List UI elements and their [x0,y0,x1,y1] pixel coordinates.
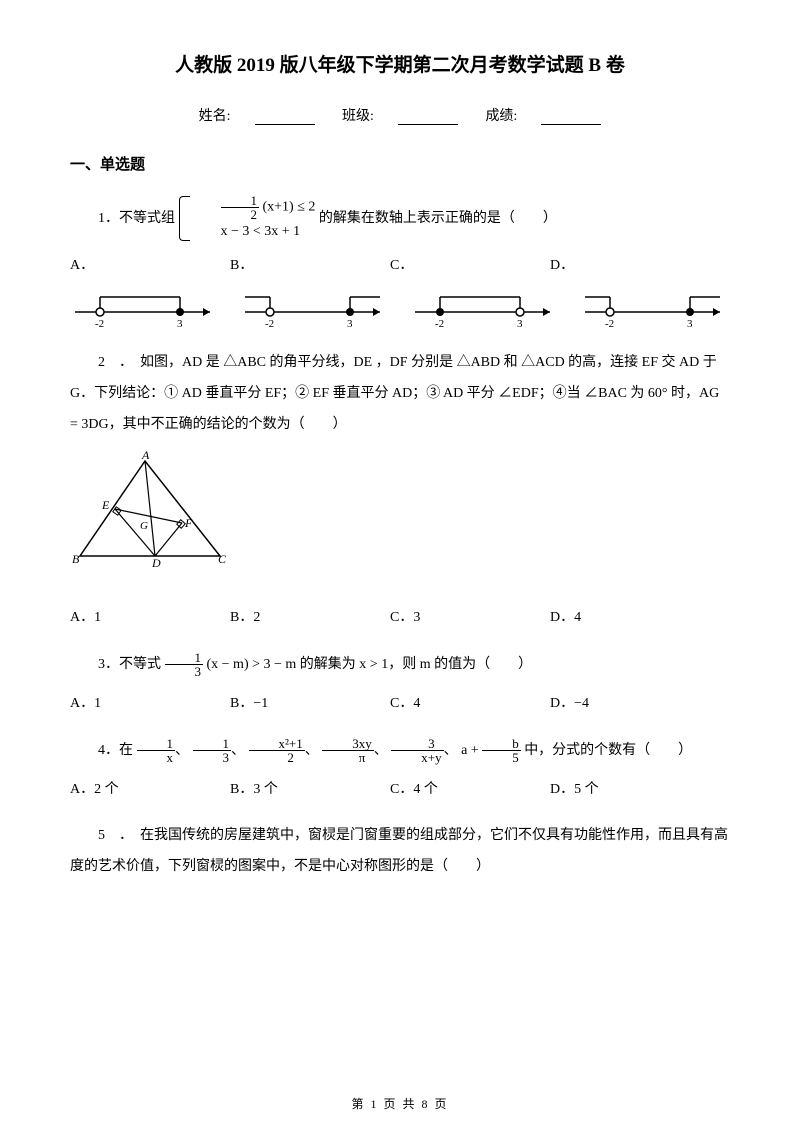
q2-triangle-diagram: A B C D E F G [70,451,230,571]
q3-options: A．1 B．−1 C．4 D．−4 [70,689,730,720]
class-label: 班级: [342,109,374,124]
name-label: 姓名: [199,109,231,124]
q3-opt-d: D．−4 [550,689,710,720]
number-line-b: -2 3 [240,292,390,332]
q1-frac-den: 2 [221,208,260,221]
svg-text:3: 3 [687,318,693,330]
svg-text:B: B [72,552,80,566]
q4-opt-a: A．2 个 [70,775,230,806]
tick-right: 3 [177,318,183,330]
q3-frac-num: 1 [165,651,204,665]
q4-suffix: 中，分式的个数有（ ） [524,743,692,758]
svg-text:A: A [141,451,150,462]
svg-text:-2: -2 [435,318,444,330]
question-5: 5 ． 在我国传统的房屋建筑中，窗棂是门窗重要的组成部分，它们不仅具有功能性作用… [70,821,730,883]
svg-text:E: E [101,498,110,512]
q3-opt-b: B．−1 [230,689,390,720]
q2-opt-b: B．2 [230,603,390,634]
q3-prefix: 3．不等式 [98,657,161,672]
svg-text:D: D [151,556,161,570]
q1-suffix: 的解集在数轴上表示正确的是（ ） [319,211,557,226]
score-blank [541,111,601,125]
q1-prefix: 1．不等式组 [98,211,175,226]
q2-opt-c: C．3 [390,603,550,634]
number-line-c: -2 3 [410,292,560,332]
svg-text:3: 3 [517,318,523,330]
q5-text: 5 ． 在我国传统的房屋建筑中，窗棂是门窗重要的组成部分，它们不仅具有功能性作用… [70,821,730,883]
svg-text:F: F [184,516,193,530]
q2-opt-d: D．4 [550,603,710,634]
tick-left: -2 [95,318,104,330]
score-label: 成绩: [485,109,517,124]
question-3: 3．不等式 13 (x − m) > 3 − m 的解集为 x > 1，则 m … [70,650,730,720]
page-footer: 第 1 页 共 8 页 [0,1095,800,1112]
q3-suffix: 的解集为 x > 1，则 m 的值为（ ） [300,657,532,672]
section-1-header: 一、单选题 [70,153,730,174]
q2-options: A．1 B．2 C．3 D．4 [70,603,730,634]
q1-line2: x − 3 < 3x + 1 [193,221,316,243]
svg-text:-2: -2 [605,318,614,330]
number-line-d: -2 3 [580,292,730,332]
q1-opt-c-label: C． [390,251,550,282]
q3-mid: (x − m) > 3 − m [207,657,297,672]
q4-opt-b: B．3 个 [230,775,390,806]
q1-option-labels: A． B． C． D． [70,251,730,282]
question-4: 4．在 1x、 13、 x²+12、 3xyπ、 3x+y、 a + b5 中，… [70,736,730,806]
q1-opt-d-label: D． [550,251,710,282]
q2-text: 2 ． 如图，AD 是 △ABC 的角平分线，DE ，DF 分别是 △ABD 和… [70,348,730,440]
q1-opt-b-label: B． [230,251,390,282]
q1-system: 12 (x+1) ≤ 2 x − 3 < 3x + 1 [179,194,316,243]
q4-options: A．2 个 B．3 个 C．4 个 D．5 个 [70,775,730,806]
question-1: 1．不等式组 12 (x+1) ≤ 2 x − 3 < 3x + 1 的解集在数… [70,194,730,332]
q1-frac-num: 1 [221,194,260,208]
svg-text:-2: -2 [265,318,274,330]
q1-opt-a-label: A． [70,251,230,282]
svg-text:3: 3 [347,318,353,330]
q1-line1-expr: (x+1) ≤ 2 [263,200,316,215]
number-line-a: -2 3 [70,292,220,332]
q4-opt-c: C．4 个 [390,775,550,806]
name-blank [255,111,315,125]
q1-number-lines: -2 3 -2 3 -2 3 [70,292,730,332]
question-2: 2 ． 如图，AD 是 △ABC 的角平分线，DE ，DF 分别是 △ABD 和… [70,348,730,634]
header-fields: 姓名: 班级: 成绩: [70,105,730,125]
q3-opt-c: C．4 [390,689,550,720]
q3-frac-den: 3 [165,665,204,678]
class-blank [398,111,458,125]
svg-text:G: G [140,520,148,532]
q4-opt-d: D．5 个 [550,775,710,806]
svg-text:C: C [218,552,227,566]
exam-title: 人教版 2019 版八年级下学期第二次月考数学试题 B 卷 [70,50,730,77]
q3-opt-a: A．1 [70,689,230,720]
q2-opt-a: A．1 [70,603,230,634]
q4-prefix: 4．在 [98,743,133,758]
